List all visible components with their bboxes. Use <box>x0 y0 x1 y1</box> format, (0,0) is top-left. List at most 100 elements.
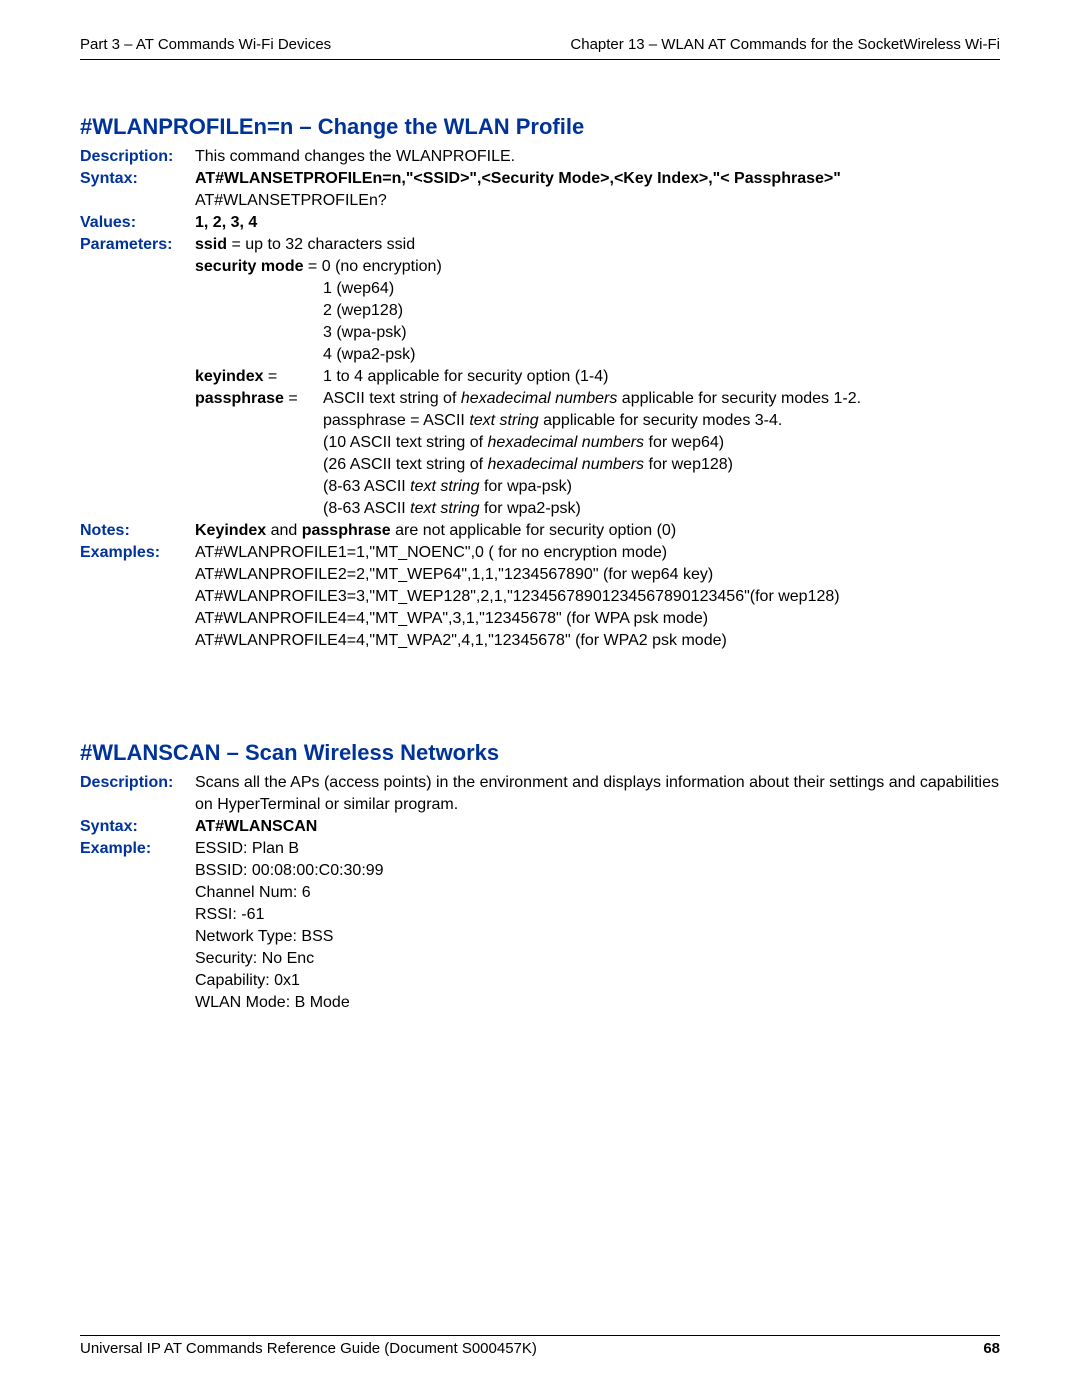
pass-l1b: applicable for security modes 1-2. <box>617 390 861 407</box>
s2-label-description: Description: <box>80 772 195 816</box>
syntax-bold: AT#WLANSETPROFILEn=n,"<SSID>",<Security … <box>195 170 841 187</box>
s2-val-syntax: AT#WLANSCAN <box>195 816 1000 838</box>
ex4: AT#WLANPROFILE4=4,"MT_WPA",3,1,"12345678… <box>195 610 708 627</box>
val-syntax: AT#WLANSETPROFILEn=n,"<SSID>",<Security … <box>195 168 1000 212</box>
syntax-line2: AT#WLANSETPROFILEn? <box>195 192 387 209</box>
passphrase-line5: (8-63 ASCII text string for wpa-psk) <box>195 476 1000 498</box>
pass-l5b: for wpa-psk) <box>480 478 572 495</box>
ssid-rest: = up to 32 characters ssid <box>227 236 415 253</box>
notes-rest: are not applicable for security option (… <box>391 522 676 539</box>
sec-opt3: 3 (wpa-psk) <box>195 322 407 344</box>
passphrase-line2: passphrase = ASCII text string applicabl… <box>195 410 1000 432</box>
pass-l2i: text string <box>469 412 538 429</box>
passphrase-line4: (26 ASCII text string of hexadecimal num… <box>195 454 1000 476</box>
pass-empty2 <box>195 410 323 432</box>
keyindex-label: keyindex <box>195 368 263 385</box>
section1-title: #WLANPROFILEn=n – Change the WLAN Profil… <box>80 114 1000 140</box>
footer-page: 68 <box>983 1340 1000 1357</box>
keyindex-val: 1 to 4 applicable for security option (1… <box>323 366 1000 388</box>
footer-left: Universal IP AT Commands Reference Guide… <box>80 1340 537 1357</box>
ex1: AT#WLANPROFILE1=1,"MT_NOENC",0 ( for no … <box>195 544 667 561</box>
pass-l5a: (8-63 ASCII <box>323 478 410 495</box>
pass-l2b: applicable for security modes 3-4. <box>539 412 783 429</box>
s2-ex8: WLAN Mode: B Mode <box>195 994 350 1011</box>
s2-label-syntax: Syntax: <box>80 816 195 838</box>
page-header: Part 3 – AT Commands Wi-Fi Devices Chapt… <box>80 36 1000 60</box>
passphrase-label: passphrase <box>195 390 284 407</box>
pass-l1a: ASCII text string of <box>323 390 461 407</box>
s2-ex4: RSSI: -61 <box>195 906 264 923</box>
label-description: Description: <box>80 146 195 168</box>
passphrase-line1: passphrase = ASCII text string of hexade… <box>195 388 1000 410</box>
pass-empty5 <box>195 476 323 498</box>
pass-empty3 <box>195 432 323 454</box>
section-gap <box>80 652 1000 740</box>
label-notes: Notes: <box>80 520 195 542</box>
pass-l5i: text string <box>410 478 479 495</box>
pass-l4b: for wep128) <box>644 456 733 473</box>
passphrase-line3: (10 ASCII text string of hexadecimal num… <box>195 432 1000 454</box>
pass-l2: passphrase = ASCII text string applicabl… <box>323 410 1000 432</box>
row-notes: Notes: Keyindex and passphrase are not a… <box>80 520 1000 542</box>
s2-ex7: Capability: 0x1 <box>195 972 300 989</box>
pass-l3: (10 ASCII text string of hexadecimal num… <box>323 432 1000 454</box>
notes-mid: and <box>266 522 302 539</box>
keyindex-line: keyindex = 1 to 4 applicable for securit… <box>195 366 1000 388</box>
pass-l2a: passphrase = ASCII <box>323 412 469 429</box>
page-footer: Universal IP AT Commands Reference Guide… <box>80 1335 1000 1357</box>
row-values: Values: 1, 2, 3, 4 <box>80 212 1000 234</box>
ssid-key: ssid <box>195 236 227 253</box>
row-parameters: Parameters: ssid = up to 32 characters s… <box>80 234 1000 520</box>
s2-row-example: Example: ESSID: Plan B BSSID: 00:08:00:C… <box>80 838 1000 1014</box>
keyindex-k: keyindex = <box>195 366 323 388</box>
notes-b2: passphrase <box>302 522 391 539</box>
row-syntax: Syntax: AT#WLANSETPROFILEn=n,"<SSID>",<S… <box>80 168 1000 212</box>
passphrase-eq: = <box>284 390 298 407</box>
sec-opt4: 4 (wpa2-psk) <box>195 344 415 366</box>
pass-l6i: text string <box>410 500 479 517</box>
sec-opt1: 1 (wep64) <box>195 278 394 300</box>
val-examples: AT#WLANPROFILE1=1,"MT_NOENC",0 ( for no … <box>195 542 1000 652</box>
pass-l3i: hexadecimal numbers <box>488 434 645 451</box>
pass-l3a: (10 ASCII text string of <box>323 434 488 451</box>
val-values: 1, 2, 3, 4 <box>195 212 1000 234</box>
sec-opt2: 2 (wep128) <box>195 300 403 322</box>
val-description: This command changes the WLANPROFILE. <box>195 146 1000 168</box>
label-syntax: Syntax: <box>80 168 195 212</box>
content: #WLANPROFILEn=n – Change the WLAN Profil… <box>80 60 1000 1014</box>
ex3: AT#WLANPROFILE3=3,"MT_WEP128",2,1,"12345… <box>195 588 840 605</box>
pass-l5: (8-63 ASCII text string for wpa-psk) <box>323 476 1000 498</box>
pass-l4a: (26 ASCII text string of <box>323 456 488 473</box>
pass-l6a: (8-63 ASCII <box>323 500 410 517</box>
s2-row-syntax: Syntax: AT#WLANSCAN <box>80 816 1000 838</box>
label-parameters: Parameters: <box>80 234 195 520</box>
s2-ex5: Network Type: BSS <box>195 928 333 945</box>
pass-l6: (8-63 ASCII text string for wpa2-psk) <box>323 498 1000 520</box>
label-examples: Examples: <box>80 542 195 652</box>
header-left: Part 3 – AT Commands Wi-Fi Devices <box>80 36 331 53</box>
header-right: Chapter 13 – WLAN AT Commands for the So… <box>570 36 1000 53</box>
s2-val-example: ESSID: Plan B BSSID: 00:08:00:C0:30:99 C… <box>195 838 1000 1014</box>
s2-ex2: BSSID: 00:08:00:C0:30:99 <box>195 862 384 879</box>
s2-row-description: Description: Scans all the APs (access p… <box>80 772 1000 816</box>
pass-l3b: for wep64) <box>644 434 724 451</box>
notes-b1: Keyindex <box>195 522 266 539</box>
passphrase-k: passphrase = <box>195 388 323 410</box>
pass-l4i: hexadecimal numbers <box>488 456 645 473</box>
section2-title: #WLANSCAN – Scan Wireless Networks <box>80 740 1000 766</box>
pass-empty6 <box>195 498 323 520</box>
pass-l1: ASCII text string of hexadecimal numbers… <box>323 388 1000 410</box>
val-notes: Keyindex and passphrase are not applicab… <box>195 520 1000 542</box>
page: Part 3 – AT Commands Wi-Fi Devices Chapt… <box>0 0 1080 1397</box>
ex2: AT#WLANPROFILE2=2,"MT_WEP64",1,1,"123456… <box>195 566 713 583</box>
pass-l1i: hexadecimal numbers <box>461 390 618 407</box>
label-values: Values: <box>80 212 195 234</box>
keyindex-eq: = <box>263 368 277 385</box>
val-parameters: ssid = up to 32 characters ssid security… <box>195 234 1000 520</box>
sec-rest: = 0 (no encryption) <box>303 258 441 275</box>
s2-label-example: Example: <box>80 838 195 1014</box>
passphrase-line6: (8-63 ASCII text string for wpa2-psk) <box>195 498 1000 520</box>
pass-l4: (26 ASCII text string of hexadecimal num… <box>323 454 1000 476</box>
s2-ex6: Security: No Enc <box>195 950 314 967</box>
sec-key: security mode <box>195 258 303 275</box>
